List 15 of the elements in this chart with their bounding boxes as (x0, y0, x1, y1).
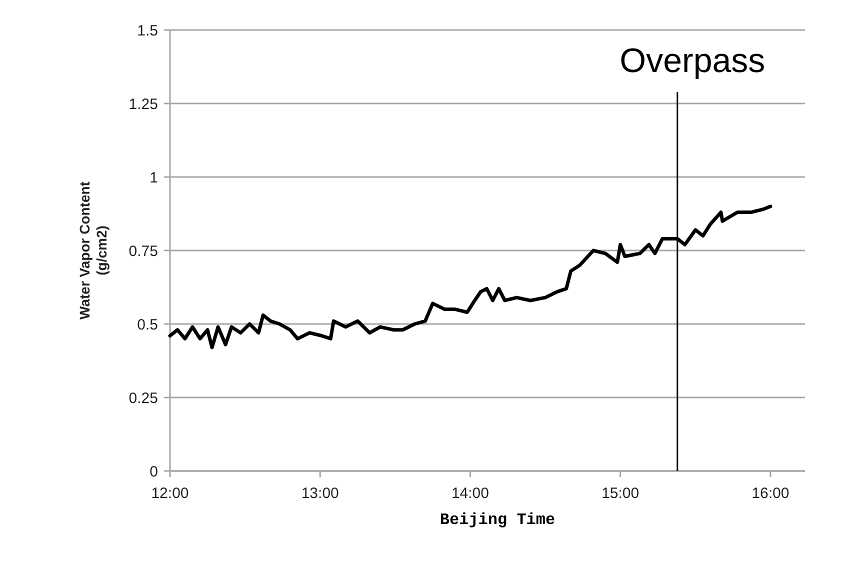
y-tick-label: 0 (150, 463, 158, 480)
x-axis-title: Beijing Time (440, 511, 556, 529)
x-tick-label: 16:00 (752, 485, 790, 502)
y-tick-label: 0.25 (128, 390, 158, 407)
x-tick-label: 12:00 (151, 485, 189, 502)
ref-line-label: Overpass (620, 42, 766, 80)
y-tick-label: 1.5 (137, 22, 158, 40)
x-tick-label: 13:00 (301, 485, 339, 502)
y-tick-label: 0.5 (137, 316, 158, 334)
y-tick-label: 1 (150, 169, 158, 186)
y-axis-title: Water Vapor Content (g/cm2) (76, 181, 110, 320)
y-tick-label: 1.25 (128, 96, 158, 113)
x-tick-label: 14:00 (451, 485, 490, 502)
y-tick-label: 0.75 (128, 242, 158, 260)
x-tick-label: 15:00 (602, 485, 640, 502)
